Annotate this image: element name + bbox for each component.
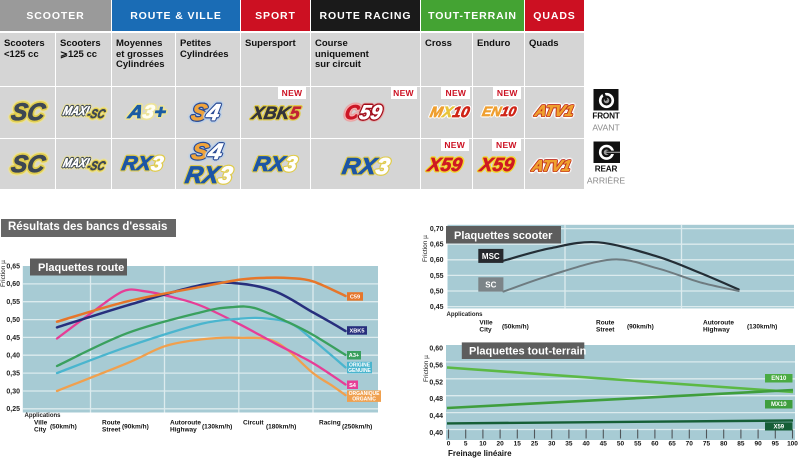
svg-text:90: 90 (754, 441, 762, 448)
svg-text:(90km/h): (90km/h) (122, 424, 149, 431)
svg-text:Plaquettes tout-terrain: Plaquettes tout-terrain (469, 346, 587, 358)
svg-text:100: 100 (787, 441, 798, 448)
svg-text:0,45: 0,45 (6, 335, 20, 342)
svg-text:Applications: Applications (447, 312, 484, 318)
svg-text:35: 35 (565, 441, 573, 448)
svg-text:AVANT: AVANT (592, 123, 620, 133)
svg-text:SC: SC (485, 280, 496, 289)
svg-text:10: 10 (479, 441, 487, 448)
svg-text:(130km/h): (130km/h) (202, 424, 232, 431)
svg-text:0,52: 0,52 (429, 379, 443, 386)
svg-text:S4: S4 (349, 383, 357, 389)
svg-text:55: 55 (634, 441, 642, 448)
svg-text:A3+: A3+ (349, 353, 360, 359)
svg-text:0,70: 0,70 (430, 226, 444, 233)
svg-text:40: 40 (582, 441, 590, 448)
svg-text:Highway: Highway (170, 427, 197, 434)
svg-text:Route: Route (102, 420, 121, 427)
svg-text:0,60: 0,60 (430, 257, 444, 264)
svg-text:MX10: MX10 (771, 402, 787, 408)
svg-text:Plaquettes scooter: Plaquettes scooter (454, 230, 553, 242)
svg-text:0,60: 0,60 (429, 346, 443, 353)
svg-text:15: 15 (514, 441, 522, 448)
svg-text:Street: Street (596, 327, 615, 334)
svg-text:X59: X59 (773, 424, 784, 430)
svg-text:(90km/h): (90km/h) (627, 324, 654, 331)
svg-text:0,56: 0,56 (429, 362, 443, 369)
svg-text:ORGANIC: ORGANIC (352, 396, 376, 402)
svg-text:Circuit: Circuit (243, 420, 264, 427)
svg-text:0,30: 0,30 (6, 388, 20, 395)
svg-text:REAR: REAR (595, 165, 618, 174)
svg-text:0,40: 0,40 (6, 353, 20, 360)
svg-text:75: 75 (703, 441, 711, 448)
svg-text:ARRIÈRE: ARRIÈRE (587, 176, 625, 186)
svg-text:(50km/h): (50km/h) (50, 424, 77, 431)
svg-text:0,55: 0,55 (6, 299, 20, 306)
svg-text:30: 30 (548, 441, 556, 448)
svg-text:50: 50 (617, 441, 625, 448)
svg-text:XBK5: XBK5 (350, 328, 365, 334)
svg-text:MSC: MSC (482, 252, 500, 261)
svg-text:85: 85 (737, 441, 745, 448)
svg-text:FRONT: FRONT (592, 112, 619, 121)
svg-text:Ville: Ville (479, 320, 493, 327)
svg-text:Route: Route (596, 320, 615, 327)
svg-text:0,45: 0,45 (430, 304, 444, 311)
svg-text:Freinage linéaire: Freinage linéaire (448, 449, 512, 458)
svg-text:0,44: 0,44 (429, 413, 443, 420)
svg-text:0,48: 0,48 (429, 396, 443, 403)
svg-text:20: 20 (496, 441, 504, 448)
svg-text:0,60: 0,60 (6, 281, 20, 288)
svg-text:Friction µ: Friction µ (423, 355, 430, 382)
svg-text:EN10: EN10 (771, 376, 787, 382)
svg-text:70: 70 (686, 441, 694, 448)
svg-text:(130km/h): (130km/h) (747, 324, 777, 331)
svg-text:0: 0 (447, 441, 451, 448)
svg-text:Plaquettes route: Plaquettes route (38, 262, 124, 274)
svg-text:Friction µ: Friction µ (0, 260, 7, 287)
svg-text:Racing: Racing (319, 420, 341, 427)
svg-text:0,50: 0,50 (430, 288, 444, 295)
svg-text:(180km/h): (180km/h) (266, 424, 296, 431)
svg-text:5: 5 (464, 441, 468, 448)
svg-text:25: 25 (531, 441, 539, 448)
svg-text:ORGANIQUE: ORGANIQUE (349, 391, 381, 397)
svg-text:0,65: 0,65 (6, 263, 20, 270)
svg-text:C59: C59 (350, 294, 360, 300)
svg-text:0,55: 0,55 (430, 273, 444, 280)
svg-text:ORIGINE: ORIGINE (349, 363, 371, 369)
svg-text:65: 65 (668, 441, 676, 448)
svg-text:Street: Street (102, 427, 121, 434)
svg-text:Friction µ: Friction µ (422, 235, 429, 262)
svg-text:Highway: Highway (703, 327, 730, 334)
svg-text:Applications: Applications (25, 413, 62, 419)
svg-text:0,35: 0,35 (6, 371, 20, 378)
svg-text:Ville: Ville (34, 420, 48, 427)
svg-text:60: 60 (651, 441, 659, 448)
svg-text:GENUINE: GENUINE (348, 368, 371, 374)
svg-text:0,25: 0,25 (6, 406, 20, 413)
svg-text:0,65: 0,65 (430, 242, 444, 249)
svg-text:City: City (34, 427, 47, 434)
svg-text:Autoroute: Autoroute (703, 320, 734, 327)
svg-text:45: 45 (600, 441, 608, 448)
svg-text:0,50: 0,50 (6, 317, 20, 324)
svg-text:95: 95 (772, 441, 780, 448)
svg-text:0,40: 0,40 (429, 430, 443, 437)
svg-text:(250km/h): (250km/h) (342, 424, 372, 431)
svg-text:Autoroute: Autoroute (170, 420, 201, 427)
svg-text:(50km/h): (50km/h) (502, 324, 529, 331)
svg-text:City: City (479, 327, 492, 334)
svg-text:80: 80 (720, 441, 728, 448)
